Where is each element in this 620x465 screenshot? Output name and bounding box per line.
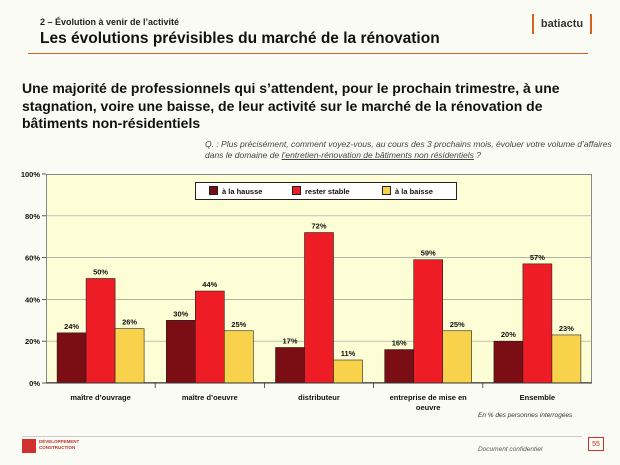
x-tick-label: maître d’oeuvre [181,393,238,402]
confidential-label: Document confidentiel [478,446,543,453]
legend-label-stable: rester stable [305,187,350,196]
data-label: 30% [173,309,188,318]
x-tick-label: distributeur [298,393,340,402]
x-tick-label: Ensemble [519,393,556,402]
question-suffix: ? [473,150,481,160]
bar-2-4 [551,334,582,384]
bar-0-1 [166,319,196,384]
data-label: 20% [501,330,516,339]
bar-1-4 [522,263,553,384]
company-logo-icon [22,439,36,453]
chart-footnote: En % des personnes interrogées [478,412,573,419]
chart-legend: à la hausse rester stable à la baisse [195,182,457,200]
bar-0-0 [56,332,87,384]
bar-0-4 [493,340,524,384]
question-prefix: Q. : Plus précisément, comment voyez-vou… [205,139,612,160]
legend-swatch-hausse [209,186,218,195]
data-label: 16% [392,339,407,348]
bar-2-1 [224,330,254,384]
legend-label-hausse: à la hausse [222,187,263,196]
data-label: 25% [450,320,465,329]
y-tick-label: 40% [25,295,40,304]
data-label: 26% [122,318,137,327]
legend-item-hausse: à la hausse [209,186,262,197]
legend-item-stable: rester stable [292,186,350,197]
bar-0-3 [384,349,415,384]
legend-swatch-stable [292,186,301,195]
data-label: 44% [202,280,217,289]
bar-2-3 [442,330,473,384]
bar-1-2 [304,232,334,384]
footer-divider [22,436,582,437]
logo-line-2: CONSTRUCTION [39,445,76,450]
data-label: 57% [530,253,545,262]
title-divider [28,53,588,54]
legend-swatch-baisse [382,186,391,195]
data-label: 23% [559,324,574,333]
logo-line-1: DÉVELOPPEMENT [39,439,80,444]
page-number: 55 [588,437,604,451]
y-tick-label: 20% [25,337,40,346]
x-tick-label: maître d’ouvrage [70,393,131,402]
company-logo-text: DÉVELOPPEMENT CONSTRUCTION [39,439,79,451]
legend-item-baisse: à la baisse [382,186,433,197]
question-underlined: l’entretien-rénovation de bâtiments non … [281,150,474,160]
bar-1-0 [85,278,116,384]
data-label: 11% [341,349,356,358]
data-label: 59% [421,249,436,258]
brand-logo: batiactu [532,14,592,34]
bar-0-2 [275,347,305,384]
bar-2-0 [114,328,145,384]
bar-2-2 [333,359,363,384]
data-label: 72% [311,222,326,231]
bar-1-3 [413,259,444,384]
headline: Une majorité de professionnels qui s’att… [22,80,560,131]
section-label: 2 – Évolution à venir de l’activité [40,17,180,27]
y-tick-label: 80% [25,212,40,221]
data-label: 24% [64,322,79,331]
page-title: Les évolutions prévisibles du marché de … [40,30,440,47]
data-label: 25% [231,320,246,329]
legend-label-baisse: à la baisse [395,187,433,196]
survey-question: Q. : Plus précisément, comment voyez-vou… [205,139,615,161]
data-label: 17% [282,336,297,345]
data-label: 50% [93,268,108,277]
y-tick-label: 60% [25,254,40,263]
y-tick-label: 0% [29,379,40,388]
x-tick-label: entreprise de mise en oeuvre [389,393,467,412]
y-tick-label: 100% [21,170,41,179]
bar-1-1 [195,290,225,384]
